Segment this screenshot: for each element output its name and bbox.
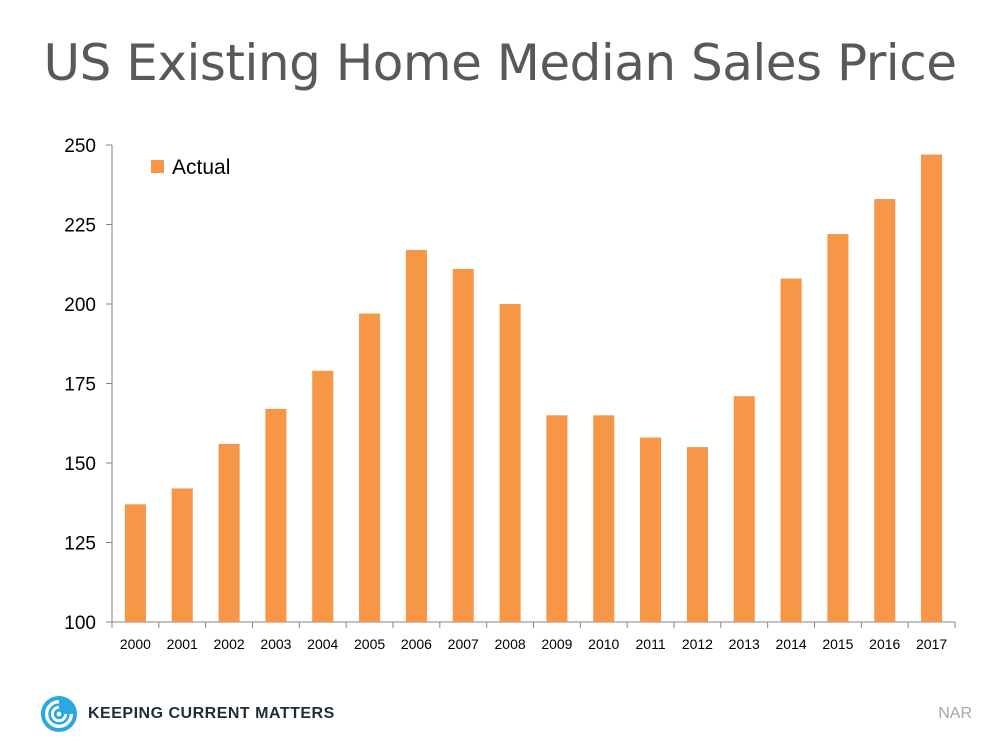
keeping-current-matters-logo: Keeping Current Matters [40,694,335,734]
y-tick-label: 225 [64,216,96,237]
bar-2010 [593,415,615,622]
source-label: NAR [938,705,972,722]
y-axis: 100 125 150 175 200 225 250 [64,136,113,634]
bar-2016 [874,199,896,622]
bar-2017 [921,154,943,623]
bar-2001 [171,488,193,622]
y-tick-label: 250 [64,136,96,157]
bar-2003 [265,408,287,622]
x-tick-label: 2004 [307,636,338,652]
x-tick-label: 2003 [260,636,291,652]
x-tick-label: 2014 [776,636,807,652]
bar-2007 [452,269,474,622]
x-tick-label: 2013 [729,636,760,652]
swirl-logo-icon [40,695,78,733]
x-tick-label: 2000 [120,636,151,652]
logo-word-3: Matters [255,705,335,722]
bar-2009 [546,415,568,622]
y-tick-label: 200 [64,295,96,316]
logo-wordmark: Keeping Current Matters [88,705,335,723]
x-tick-label: 2002 [214,636,245,652]
bar-2006 [405,249,427,622]
y-tick-label: 125 [64,534,96,555]
bar-2002 [218,443,240,622]
bar-series [124,154,943,623]
x-tick-label: 2006 [401,636,432,652]
x-tick-label: 2009 [541,636,572,652]
bar-2014 [780,278,802,622]
x-tick-label: 2005 [354,636,385,652]
x-tick-label: 2012 [682,636,713,652]
x-tick-label: 2015 [822,636,853,652]
legend-label: Actual [172,156,230,179]
bar-2000 [124,504,146,622]
bar-2004 [312,370,334,622]
x-tick-label: 2008 [495,636,526,652]
x-tick-label: 2011 [636,636,666,652]
y-tick-label: 100 [64,613,96,634]
y-tick-label: 150 [64,454,96,475]
logo-word-2: Current [168,705,251,722]
x-tick-label: 2016 [869,636,900,652]
bar-2013 [733,396,755,622]
bar-2005 [359,313,381,622]
x-axis: 2000 2001 2002 2003 2004 2005 2006 2007 2008 2009… [111,621,956,652]
bar-2012 [686,447,708,622]
y-tick-label: 175 [64,375,96,396]
chart-title: US Existing Home Median Sales Price [43,34,957,92]
x-tick-label: 2001 [167,636,198,652]
legend: Actual [151,156,230,179]
logo-word-1: Keeping [88,705,164,722]
bar-2008 [499,304,521,622]
x-tick-label: 2017 [916,636,947,652]
bar-2011 [640,437,662,622]
x-tick-label: 2007 [448,636,479,652]
legend-swatch [151,160,164,173]
x-tick-label: 2010 [588,636,619,652]
bar-2015 [827,234,849,623]
